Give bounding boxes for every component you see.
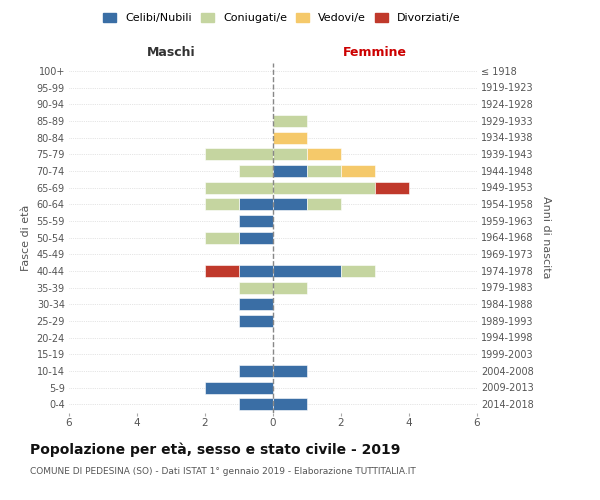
Bar (341, 265, 375, 277)
Bar (273, 165, 307, 177)
Bar (273, 265, 341, 277)
Bar (273, 132, 307, 143)
Bar (239, 315, 273, 327)
Bar (239, 165, 273, 177)
Bar (307, 198, 341, 210)
Bar (205, 382, 273, 394)
Bar (239, 215, 273, 227)
Bar (273, 148, 307, 160)
Bar (273, 398, 307, 410)
Bar (205, 182, 273, 194)
Text: COMUNE DI PEDESINA (SO) - Dati ISTAT 1° gennaio 2019 - Elaborazione TUTTITALIA.I: COMUNE DI PEDESINA (SO) - Dati ISTAT 1° … (30, 468, 416, 476)
Bar (273, 182, 375, 194)
Legend: Celibi/Nubili, Coniugati/e, Vedovi/e, Divorziati/e: Celibi/Nubili, Coniugati/e, Vedovi/e, Di… (99, 8, 465, 28)
Bar (239, 298, 273, 310)
Bar (205, 148, 273, 160)
Bar (239, 265, 273, 277)
Bar (239, 282, 273, 294)
Text: Femmine: Femmine (343, 46, 407, 59)
Bar (341, 165, 375, 177)
Bar (239, 365, 273, 377)
Bar (205, 232, 239, 243)
Bar (307, 148, 341, 160)
Bar (273, 198, 307, 210)
Bar (307, 165, 341, 177)
Bar (239, 398, 273, 410)
Bar (273, 365, 307, 377)
Bar (375, 182, 409, 194)
Y-axis label: Fasce di età: Fasce di età (21, 204, 31, 270)
Bar (273, 282, 307, 294)
Bar (205, 198, 239, 210)
Bar (239, 198, 273, 210)
Bar (205, 265, 239, 277)
Bar (273, 115, 307, 127)
Bar (239, 232, 273, 243)
Text: Maschi: Maschi (146, 46, 196, 59)
Text: Popolazione per età, sesso e stato civile - 2019: Popolazione per età, sesso e stato civil… (30, 442, 400, 457)
Y-axis label: Anni di nascita: Anni di nascita (541, 196, 551, 278)
